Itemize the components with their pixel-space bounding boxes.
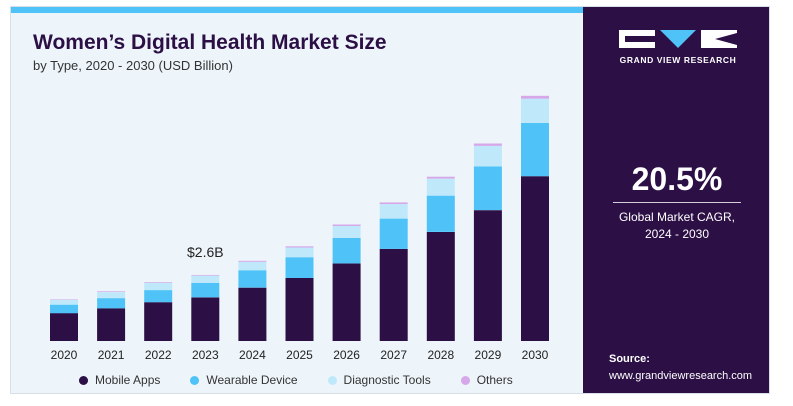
legend-item-diagnostic-tools: Diagnostic Tools: [327, 373, 431, 387]
legend-item-mobile-apps: Mobile Apps: [79, 373, 160, 387]
cagr-label: Global Market CAGR, 2024 - 2030: [583, 209, 769, 243]
bar-segment-others-2025: [285, 246, 314, 248]
source-label: Source:: [609, 353, 650, 365]
legend-label-mobile-apps: Mobile Apps: [95, 373, 161, 387]
bar-segment-diagnostic-tools-2028: [426, 178, 455, 196]
bar-segment-wearable-device-2026: [332, 238, 361, 264]
bar-segment-others-2023: [191, 274, 220, 276]
bar-segment-others-2021: [97, 291, 126, 292]
bar-segment-wearable-device-2020: [50, 304, 78, 314]
cagr-label-line1: Global Market CAGR,: [618, 210, 736, 224]
bar-segment-others-2028: [426, 176, 455, 179]
bar-segment-others-2027: [379, 202, 408, 205]
bar-segment-others-2026: [332, 224, 361, 226]
stacked-bar-chart: 2020 2021 2022 2023 2024 2025 2026 2027 2028 2029…: [50, 95, 549, 362]
legend-swatch-others: [460, 375, 470, 385]
grand-view-research-logo: GRAND VIEW RESEARCH: [619, 29, 737, 65]
legend-swatch-wearable-device: [190, 375, 200, 385]
chart-subtitle: by Type, 2020 - 2030 (USD Billion): [33, 58, 233, 73]
bar-segment-mobile-apps-2027: [379, 248, 408, 341]
brand-name: GRAND VIEW RESEARCH: [619, 55, 737, 65]
x-tick-label-2030: 2030: [522, 348, 549, 362]
cagr-label-line2: 2024 - 2030: [644, 227, 710, 241]
sidebar-panel: GRAND VIEW RESEARCH 20.5% Global Market …: [583, 7, 769, 393]
bar-segment-diagnostic-tools-2026: [332, 225, 361, 238]
bar-segment-wearable-device-2028: [426, 195, 455, 232]
bar-segment-diagnostic-tools-2022: [144, 282, 173, 291]
x-tick-label-2027: 2027: [380, 348, 407, 362]
x-tick-label-2029: 2029: [475, 348, 502, 362]
x-tick-label-2025: 2025: [286, 348, 313, 362]
bar-segment-wearable-device-2021: [97, 298, 126, 309]
bar-segment-wearable-device-2029: [473, 166, 502, 211]
bar-segment-diagnostic-tools-2023: [191, 275, 220, 283]
legend-swatch-diagnostic-tools: [327, 375, 337, 385]
bar-segment-wearable-device-2024: [238, 270, 267, 288]
bar-segment-diagnostic-tools-2025: [285, 247, 314, 258]
top-accent-bar: [11, 7, 583, 13]
bar-segment-others-2022: [144, 282, 173, 283]
bar-segment-mobile-apps-2028: [426, 232, 455, 341]
bar-segment-others-2024: [238, 260, 267, 262]
bar-segment-wearable-device-2030: [521, 122, 549, 177]
x-tick-label-2026: 2026: [333, 348, 360, 362]
chart-legend: Mobile Apps Wearable Device Diagnostic T…: [79, 373, 513, 387]
bar-segment-diagnostic-tools-2021: [97, 292, 126, 299]
bar-segment-diagnostic-tools-2029: [473, 145, 502, 167]
bar-segment-mobile-apps-2030: [521, 176, 549, 341]
bar-segment-diagnostic-tools-2020: [50, 299, 78, 305]
legend-label-wearable-device: Wearable Device: [206, 373, 298, 387]
bar-segment-mobile-apps-2021: [97, 308, 126, 341]
x-tick-label-2020: 2020: [51, 348, 78, 362]
bar-segment-wearable-device-2022: [144, 290, 173, 303]
x-tick-label-2022: 2022: [145, 348, 172, 362]
legend-item-others: Others: [460, 373, 513, 387]
bar-segment-mobile-apps-2020: [50, 313, 78, 341]
cagr-divider: [613, 202, 741, 203]
x-tick-label-2023: 2023: [192, 348, 219, 362]
x-tick-label-2028: 2028: [427, 348, 454, 362]
bar-segment-others-2020: [50, 299, 78, 300]
bar-segment-mobile-apps-2024: [238, 287, 267, 341]
bar-segment-wearable-device-2027: [379, 218, 408, 249]
x-tick-label-2024: 2024: [239, 348, 266, 362]
bar-segment-others-2029: [473, 143, 502, 146]
bar-segment-diagnostic-tools-2027: [379, 204, 408, 219]
cagr-value: 20.5%: [631, 161, 723, 197]
bar-segment-mobile-apps-2029: [473, 210, 502, 341]
bar-segment-diagnostic-tools-2024: [238, 261, 267, 271]
bar-segment-mobile-apps-2023: [191, 297, 220, 341]
logo-mark-icon: [619, 29, 737, 49]
annotation-label-0: $2.6B: [187, 244, 224, 260]
bar-segment-wearable-device-2025: [285, 257, 314, 278]
bar-segment-mobile-apps-2022: [144, 302, 173, 341]
bar-segment-mobile-apps-2025: [285, 278, 314, 341]
infographic-card: Women’s Digital Health Market Size by Ty…: [10, 6, 770, 394]
bar-segment-others-2030: [521, 95, 549, 99]
legend-label-others: Others: [476, 373, 513, 387]
legend-item-wearable-device: Wearable Device: [190, 373, 298, 387]
source-url[interactable]: www.grandviewresearch.com: [609, 370, 753, 382]
bar-segment-mobile-apps-2026: [332, 263, 361, 341]
chart-panel: Women’s Digital Health Market Size by Ty…: [11, 13, 583, 393]
bar-segment-wearable-device-2023: [191, 282, 220, 298]
legend-label-diagnostic-tools: Diagnostic Tools: [343, 373, 431, 387]
bar-segment-diagnostic-tools-2030: [521, 98, 549, 123]
chart-title: Women’s Digital Health Market Size: [33, 31, 387, 54]
x-tick-label-2021: 2021: [98, 348, 125, 362]
legend-swatch-mobile-apps: [79, 375, 88, 385]
